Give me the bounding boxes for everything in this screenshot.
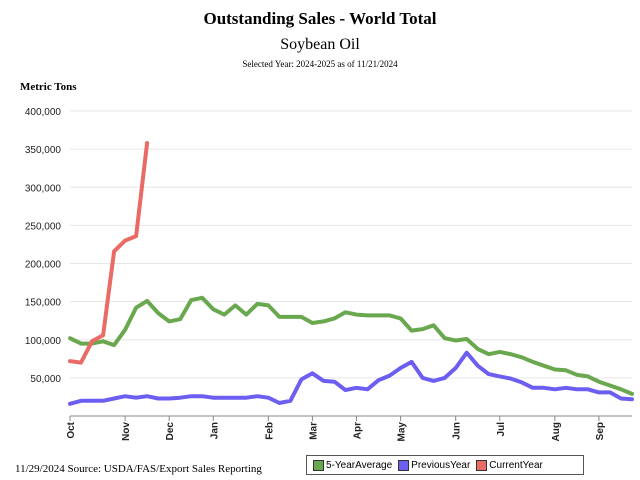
legend-item-current-year[interactable]: CurrentYear [476,459,543,471]
series-line-currentyear [68,141,150,365]
series-line-previousyear [68,350,634,406]
x-tick-label: Aug [551,422,562,441]
legend-item-previous-year[interactable]: PreviousYear [398,459,471,471]
y-tick-label: 250,000 [25,221,62,232]
y-tick-label: 200,000 [25,260,62,271]
y-tick-label: 400,000 [25,107,62,118]
x-tick-label: Nov [121,422,132,441]
legend-swatch [313,459,324,471]
x-tick-label: Oct [66,421,77,438]
legend-label: PreviousYear [411,459,471,471]
legend-swatch [398,459,410,471]
gridlines [70,110,632,379]
chart-subtitle: Soybean Oil [280,36,360,53]
series-line-5-yearaverage [68,295,634,396]
y-tick-label: 150,000 [25,298,62,309]
x-tick-label: Apr [353,422,364,439]
x-tick-label: Jan [209,422,220,439]
legend: 5-YearAverage PreviousYear CurrentYear [306,455,584,475]
chart-title: Outstanding Sales - World Total [203,9,437,28]
y-tick-label: 50,000 [30,374,61,385]
x-tick-label: Feb [264,422,275,440]
x-tick-label: Jul [496,422,507,437]
legend-label: CurrentYear [489,459,543,471]
y-tick-label: 350,000 [25,145,62,156]
source-footer: 11/29/2024 Source: USDA/FAS/Export Sales… [15,463,262,475]
y-tick-label: 300,000 [25,183,62,194]
legend-label: 5-YearAverage [326,459,393,471]
legend-swatch [476,459,488,471]
x-tick-label: Dec [165,422,176,441]
axes: 50,000 100,000 150,000 200,000 250,000 300,00… [25,107,632,441]
unit-label: Metric Tons [20,81,77,93]
y-tick-label: 100,000 [25,336,62,347]
x-tick-label: May [397,422,408,442]
legend-item-5-year-average[interactable]: 5-YearAverage [313,459,393,471]
x-tick-label: Sep [595,422,606,440]
selected-year-label: Selected Year: 2024-2025 as of 11/21/202… [242,59,398,69]
x-tick-label: Mar [308,422,319,440]
series-lines [68,141,634,406]
x-tick-label: Jun [452,422,463,440]
